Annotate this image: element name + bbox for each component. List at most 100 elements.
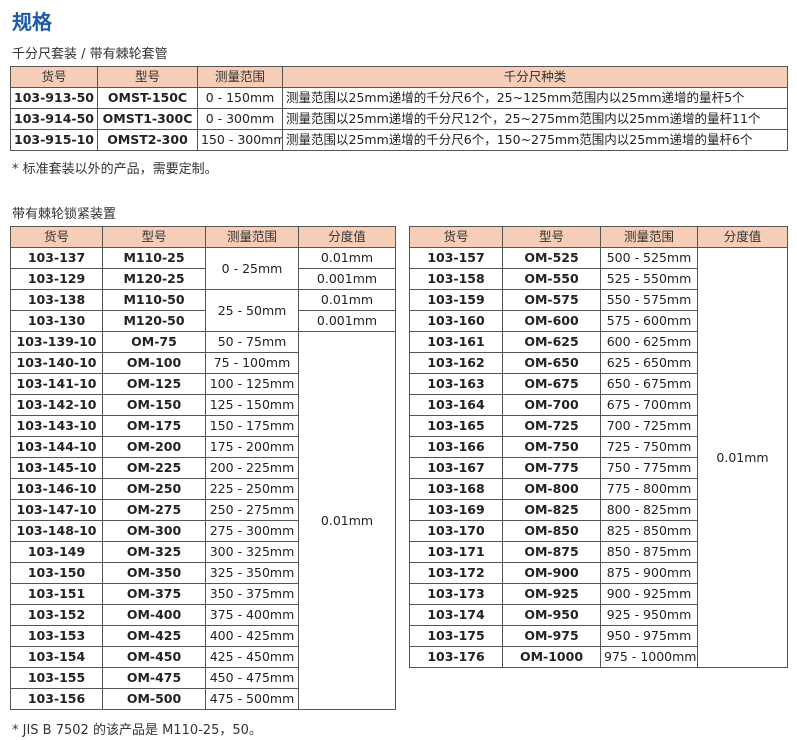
cell: OM-650 <box>502 352 601 374</box>
cell: OM-475 <box>102 667 206 689</box>
cell: 75 - 100mm <box>205 352 299 374</box>
cell: 500 - 525mm <box>600 247 698 269</box>
cell: 0.001mm <box>298 268 396 290</box>
header-cell: 分度值 <box>697 226 788 248</box>
row: 103-166 OM-750 725 - 750mm <box>409 436 788 458</box>
header-row: 货号 型号 测量范围 分度值 <box>409 226 788 248</box>
cell: OM-100 <box>102 352 206 374</box>
cell: OM-925 <box>502 583 601 605</box>
header-cell: 测量范围 <box>197 66 283 88</box>
row: 103-159 OM-575 550 - 575mm <box>409 289 788 311</box>
cell: 900 - 925mm <box>600 583 698 605</box>
cell: OM-875 <box>502 541 601 563</box>
cell: 103-167 <box>409 457 503 479</box>
title: 规格 <box>12 10 52 34</box>
row: 103-160 OM-600 575 - 600mm <box>409 310 788 332</box>
cell: 103-149 <box>10 541 103 563</box>
cell: 0 - 25mm <box>205 247 299 290</box>
cell: 200 - 225mm <box>205 457 299 479</box>
cell: 103-157 <box>409 247 503 269</box>
cell: OM-350 <box>102 562 206 584</box>
cell: 175 - 200mm <box>205 436 299 458</box>
cell: OM-675 <box>502 373 601 395</box>
row: 103-914-50 OMST1-300C 0 - 300mm 测量范围以25mm递增… <box>10 108 788 130</box>
cell: 103-164 <box>409 394 503 416</box>
cell: 103-138 <box>10 289 103 311</box>
cell: OM-575 <box>502 289 601 311</box>
cell: OM-800 <box>502 478 601 500</box>
header-row: 货号 型号 测量范围 千分尺种类 <box>10 66 788 88</box>
cell: OMST1-300C <box>97 108 198 130</box>
cell: 103-156 <box>10 688 103 710</box>
cell: 103-171 <box>409 541 503 563</box>
cell: 103-130 <box>10 310 103 332</box>
cell: OM-525 <box>502 247 601 269</box>
cell: 103-154 <box>10 646 103 668</box>
cell: 0.01mm <box>298 247 396 269</box>
row: 103-143-10 OM-175 150 - 175mm <box>10 415 396 437</box>
cell: OM-725 <box>502 415 601 437</box>
cell: 103-169 <box>409 499 503 521</box>
header-row: 货号 型号 测量范围 分度值 <box>10 226 396 248</box>
cell: 100 - 125mm <box>205 373 299 395</box>
row: 103-156 OM-500 475 - 500mm <box>10 688 396 710</box>
row: 103-154 OM-450 425 - 450mm <box>10 646 396 668</box>
cell: 103-165 <box>409 415 503 437</box>
cell: 103-166 <box>409 436 503 458</box>
row: 103-139-10 OM-75 50 - 75mm 0.01mm <box>10 331 396 710</box>
cell: 750 - 775mm <box>600 457 698 479</box>
cell: OM-825 <box>502 499 601 521</box>
row: 103-141-10 OM-125 100 - 125mm <box>10 373 396 395</box>
row: 103-164 OM-700 675 - 700mm <box>409 394 788 416</box>
cell: OM-500 <box>102 688 206 710</box>
cell: OM-750 <box>502 436 601 458</box>
row: 103-129 M120-25 0.001mm <box>10 268 396 290</box>
cell: 103-170 <box>409 520 503 542</box>
cell: OM-425 <box>102 625 206 647</box>
cell: 575 - 600mm <box>600 310 698 332</box>
row: 103-151 OM-375 350 - 375mm <box>10 583 396 605</box>
row: 103-171 OM-875 850 - 875mm <box>409 541 788 563</box>
cell: OMST-150C <box>97 87 198 109</box>
cell: 103-159 <box>409 289 503 311</box>
cell: 0.001mm <box>298 310 396 332</box>
cell: 0 - 300mm <box>197 108 283 130</box>
row: 103-152 OM-400 375 - 400mm <box>10 604 396 626</box>
row: 103-158 OM-550 525 - 550mm <box>409 268 788 290</box>
header-cell: 分度值 <box>298 226 396 248</box>
cell: OM-625 <box>502 331 601 353</box>
note: * 标准套装以外的产品，需要定制。 <box>12 162 218 177</box>
cell: 400 - 425mm <box>205 625 299 647</box>
cell: 950 - 975mm <box>600 625 698 647</box>
cell: 103-147-10 <box>10 499 103 521</box>
cell: 300 - 325mm <box>205 541 299 563</box>
cell: 550 - 575mm <box>600 289 698 311</box>
header-cell: 型号 <box>97 66 198 88</box>
cell: 50 - 75mm <box>205 331 299 353</box>
header-cell: 测量范围 <box>205 226 299 248</box>
cell: 测量范围以25mm递增的千分尺6个，25~125mm范围内以25mm递增的量杆5… <box>282 87 788 109</box>
cell: 850 - 875mm <box>600 541 698 563</box>
cell: OM-225 <box>102 457 206 479</box>
cell: 103-155 <box>10 667 103 689</box>
cell: 225 - 250mm <box>205 478 299 500</box>
cell: 103-915-10 <box>10 129 98 151</box>
header-cell: 测量范围 <box>600 226 698 248</box>
cell: M110-25 <box>102 247 206 269</box>
cell: OM-975 <box>502 625 601 647</box>
cell: OM-550 <box>502 268 601 290</box>
cell: 0 - 150mm <box>197 87 283 109</box>
cell: OM-600 <box>502 310 601 332</box>
cell: 103-140-10 <box>10 352 103 374</box>
cell: 103-143-10 <box>10 415 103 437</box>
cell: OM-150 <box>102 394 206 416</box>
cell: 150 - 300mm <box>197 129 283 151</box>
header-cell: 货号 <box>10 226 103 248</box>
cell: 675 - 700mm <box>600 394 698 416</box>
cell: 103-137 <box>10 247 103 269</box>
cell: 103-173 <box>409 583 503 605</box>
cell: OM-175 <box>102 415 206 437</box>
note: * JIS B 7502 的该产品是 M110-25，50。 <box>12 723 262 738</box>
cell: 103-172 <box>409 562 503 584</box>
row: 103-165 OM-725 700 - 725mm <box>409 415 788 437</box>
